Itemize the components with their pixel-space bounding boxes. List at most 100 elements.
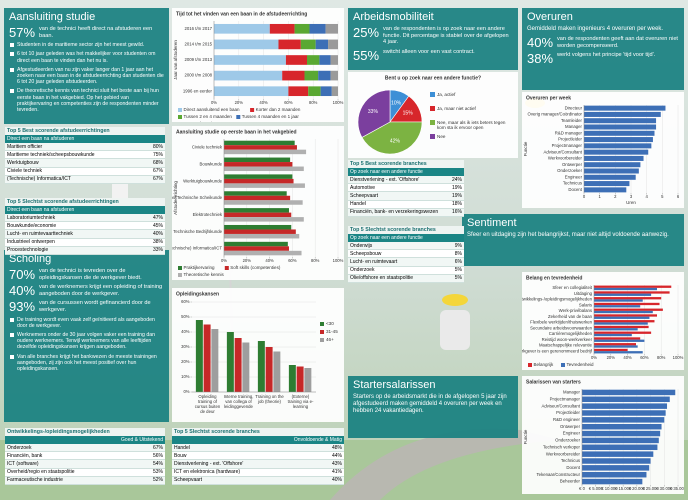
table: Ontwikkelings-/opleidingsmogelijkheden Go… xyxy=(5,428,165,485)
x-tick-label: € 10.000 xyxy=(601,486,618,491)
stat-figure: 40% xyxy=(527,35,554,50)
bar xyxy=(584,111,661,117)
table-cell: Bouwkunde/economie xyxy=(7,222,57,229)
bar xyxy=(214,70,283,81)
bar xyxy=(224,157,291,163)
chart-title: Aansluiting studie op eerste baan in het… xyxy=(176,129,297,135)
x-tick-label: 60% xyxy=(284,100,293,105)
y-tick-label: 40% xyxy=(181,329,190,334)
bar xyxy=(328,39,338,50)
bar xyxy=(594,291,670,294)
bar xyxy=(584,174,636,180)
x-tick-label: € 30.000 xyxy=(656,486,673,491)
bar xyxy=(224,246,289,251)
table-body: Maritiem officier 80% Maritieme techniek/s… xyxy=(5,143,165,184)
legend-swatch xyxy=(178,115,182,119)
bar xyxy=(331,86,338,97)
y-tick-label: 30% xyxy=(181,344,190,349)
legend-wrap: Nee, maar als ik iets beters tegen kom s… xyxy=(437,120,505,130)
bar xyxy=(224,224,292,230)
bar xyxy=(584,118,657,124)
legend-swatch xyxy=(178,266,182,270)
bar xyxy=(195,320,203,392)
table-cell: 16% xyxy=(451,209,462,216)
stat-figure: 38% xyxy=(527,51,554,67)
bar xyxy=(582,430,661,437)
table-cell: Civiele techniek xyxy=(7,168,43,175)
bar xyxy=(224,174,293,179)
table-row: Procestechnologie 33% xyxy=(5,246,165,255)
bullet: Studenten in de maritieme sector zijn he… xyxy=(9,42,164,48)
table-cell: 45% xyxy=(152,222,163,229)
bar xyxy=(594,351,643,354)
legend-swatch xyxy=(178,273,182,277)
table-row: Onderzoek 5% xyxy=(348,267,464,275)
bar xyxy=(330,70,338,81)
y-tick-label: Technicus xyxy=(563,181,582,186)
y-tick-label: Adviseur/Consultant xyxy=(544,149,583,154)
bar xyxy=(224,191,287,196)
table-cell: Scheepvaart xyxy=(174,477,203,484)
y-tick-label: Chemische Technologie/ Technische Scheik… xyxy=(172,195,223,200)
table-cell: 19% xyxy=(451,192,462,199)
table-row: Handel 18% xyxy=(348,201,464,209)
y-tick-label: 2014 t/m 2015 xyxy=(185,42,213,47)
stat-figure: 57% xyxy=(9,25,36,40)
y-tick-label: Ontwerper xyxy=(562,162,583,167)
x-tick-label: 40% xyxy=(265,258,274,263)
legend-label: Ja, actief xyxy=(437,91,456,97)
x-tick-label: 2 xyxy=(614,194,617,199)
table-cell: 44% xyxy=(331,452,342,459)
bullet: De training wordt even vaak zelf geïniti… xyxy=(9,317,164,329)
table-title: Ontwikkelings-/opleidingsmogelijkheden xyxy=(5,428,165,436)
y-tick-label: Secundaire arbeidsvoorwaarden xyxy=(530,325,592,330)
bar xyxy=(304,368,312,392)
bar xyxy=(242,342,250,392)
table-cell: 38% xyxy=(152,239,163,246)
table-row: ICT (software) 54% xyxy=(5,460,165,469)
table-cell: Automotive xyxy=(350,184,376,191)
y-tick-label: Werktuigbouwkunde xyxy=(183,178,222,183)
table-header: Direct een baan na afstuderen xyxy=(5,206,165,214)
y-axis-label: Jaar van afstuderen xyxy=(173,40,178,80)
table-row: Onderzoek 67% xyxy=(5,444,165,453)
x-tick-label: 0% xyxy=(211,100,217,105)
legend-label: Langer dan 1 jaar xyxy=(184,121,220,122)
y-tick-label: Civiele techniek xyxy=(192,145,223,150)
legend-label: Tussen 2 en 4 maanden xyxy=(184,114,233,119)
legend-wrap: Ja, actief xyxy=(437,91,456,97)
table-row: Olie/offshore en staatspolitie 5% xyxy=(348,274,464,283)
table-cell: Financiën, bank- en verzekeringswezen xyxy=(350,209,439,216)
bar xyxy=(282,70,305,81)
section-box: Overuren Gemiddeld maken ingenieurs 4 ove… xyxy=(522,8,684,90)
y-tick-label: Ontwerper xyxy=(560,424,581,429)
bar xyxy=(224,140,295,146)
y-tick-label: Carrièremogelijkheden xyxy=(549,331,593,336)
y-tick-label: Teamleider xyxy=(561,118,583,123)
x-tick-label: 1 xyxy=(598,194,601,199)
stat-text: werkt volgens het principe 'tijd voor ti… xyxy=(557,52,656,59)
x-tick-label: 80% xyxy=(657,355,666,360)
y-tick-label: Zekerheid van de baan xyxy=(548,314,593,319)
table-row: Bouwkunde/economie 45% xyxy=(5,222,165,231)
y-tick-label: Projectmanager xyxy=(550,396,581,401)
chart: Overuren per week 0 1 2 3 4 5 6 Directeur Overig … xyxy=(522,92,684,208)
stat-figure: 25% xyxy=(353,25,380,40)
legend-swatch xyxy=(236,115,241,119)
bar xyxy=(224,183,305,188)
table-cell: 67% xyxy=(152,176,163,183)
table-cell: 67% xyxy=(152,168,163,175)
stat-text: van de respondenten geeft aan dat overur… xyxy=(557,36,678,49)
bar xyxy=(214,39,279,50)
table-body: Handel 48% Bouw 44% Dienstverlening - ext. '… xyxy=(172,444,344,485)
y-tick-label: Reistijd woon-werkverkeer xyxy=(542,337,593,342)
table: Top 5 Slechtst scorende branches Onvoldoe… xyxy=(172,428,344,485)
bullet: Werknemers onder de 30 jaar volgen vaker… xyxy=(9,332,164,351)
bar xyxy=(224,212,292,218)
section-box: Aansluiting studie 57% van de technici hee… xyxy=(4,8,169,124)
legend-wrap: Nee xyxy=(437,133,446,139)
legend-swatch xyxy=(528,363,532,367)
legend-label: Nee xyxy=(437,133,446,139)
y-tick-label: Werkvoorbereider xyxy=(548,156,583,161)
table-row: Bouw 44% xyxy=(172,452,344,461)
